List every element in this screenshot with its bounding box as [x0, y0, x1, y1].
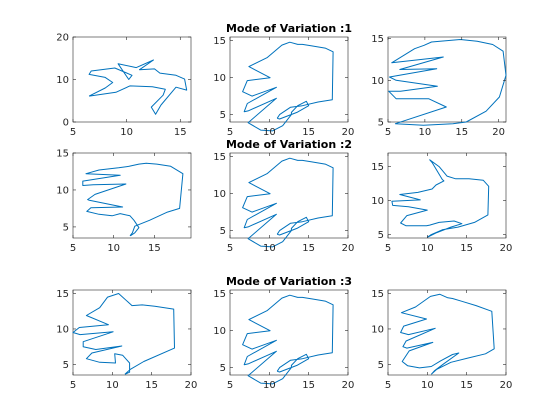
x-tick-label: 20 — [500, 243, 513, 254]
y-tick-label: 5 — [63, 360, 69, 371]
x-tick-label: 20 — [500, 380, 513, 391]
x-tick-label: 5 — [70, 380, 76, 391]
subplot-title: Mode of Variation :1 — [226, 22, 352, 35]
x-tick-label: 20 — [342, 243, 355, 254]
x-tick-label: 10 — [421, 380, 434, 391]
y-tick-label: 15 — [213, 289, 226, 300]
y-tick-label: 10 — [56, 75, 69, 86]
x-tick-label: 15 — [302, 380, 315, 391]
x-tick-label: 20 — [492, 127, 505, 138]
x-tick-label: 15 — [174, 127, 187, 138]
y-tick-label: 10 — [213, 73, 226, 84]
subplot-title: Mode of Variation :3 — [226, 275, 352, 288]
y-tick-label: 5 — [378, 360, 384, 371]
x-tick-label: 10 — [263, 380, 276, 391]
subplot-row1-col3: 5 10 15 20 5 10 15 — [371, 34, 506, 138]
y-tick-label: 15 — [371, 289, 384, 300]
y-tick-label: 15 — [213, 152, 226, 163]
subplot-row3-col1: 5 10 15 20 5 10 15 — [56, 289, 197, 391]
subplot-row1-col1: 5 10 15 0 10 20 — [56, 33, 191, 139]
x-tick-label: 5 — [227, 127, 233, 138]
subplot-row2-col3: 5 10 15 20 5 10 15 — [371, 153, 512, 254]
y-tick-label: 20 — [56, 33, 69, 44]
x-tick-label: 15 — [148, 243, 161, 254]
subplot-title: Mode of Variation :2 — [226, 138, 352, 151]
y-tick-label: 10 — [371, 76, 384, 87]
x-tick-label: 5 — [385, 243, 391, 254]
x-tick-label: 20 — [342, 380, 355, 391]
x-tick-label: 10 — [421, 243, 434, 254]
y-tick-label: 5 — [220, 363, 226, 374]
x-tick-label: 5 — [385, 380, 391, 391]
x-tick-label: 10 — [107, 243, 120, 254]
x-tick-label: 10 — [120, 127, 133, 138]
x-tick-label: 15 — [460, 380, 473, 391]
x-tick-label: 5 — [70, 243, 76, 254]
y-tick-label: 5 — [220, 110, 226, 121]
y-tick-label: 10 — [56, 324, 69, 335]
x-tick-label: 15 — [145, 380, 158, 391]
subplot-row3-col3: 5 10 15 20 5 10 15 — [371, 289, 512, 391]
y-tick-label: 5 — [63, 222, 69, 233]
x-tick-label: 15 — [460, 243, 473, 254]
y-tick-label: 15 — [371, 34, 384, 45]
x-tick-label: 10 — [106, 380, 119, 391]
axes-box — [230, 37, 348, 122]
y-tick-label: 10 — [56, 185, 69, 196]
axes-box — [73, 37, 191, 122]
x-tick-label: 5 — [385, 127, 391, 138]
axes-box — [388, 290, 506, 375]
x-tick-label: 5 — [70, 127, 76, 138]
y-tick-label: 15 — [56, 149, 69, 160]
axes-box — [230, 290, 348, 375]
x-tick-label: 20 — [185, 380, 198, 391]
y-tick-label: 15 — [371, 162, 384, 173]
y-tick-label: 10 — [371, 324, 384, 335]
x-tick-label: 15 — [302, 127, 315, 138]
y-tick-label: 10 — [371, 196, 384, 207]
y-tick-label: 0 — [63, 118, 69, 129]
axes-box — [230, 153, 348, 238]
axes-box — [73, 290, 191, 375]
x-tick-label: 10 — [263, 127, 276, 138]
x-tick-label: 5 — [227, 380, 233, 391]
y-tick-label: 10 — [213, 326, 226, 337]
subplot-row2-col1: 5 10 15 5 10 15 — [56, 149, 191, 255]
x-tick-label: 10 — [419, 127, 432, 138]
y-tick-label: 5 — [378, 230, 384, 241]
y-tick-label: 10 — [213, 189, 226, 200]
x-tick-label: 15 — [302, 243, 315, 254]
y-tick-label: 15 — [56, 289, 69, 300]
y-tick-label: 15 — [213, 36, 226, 47]
x-tick-label: 15 — [455, 127, 468, 138]
x-tick-label: 20 — [342, 127, 355, 138]
x-tick-label: 5 — [227, 243, 233, 254]
x-tick-label: 10 — [263, 243, 276, 254]
y-tick-label: 5 — [220, 226, 226, 237]
y-tick-label: 5 — [378, 118, 384, 129]
